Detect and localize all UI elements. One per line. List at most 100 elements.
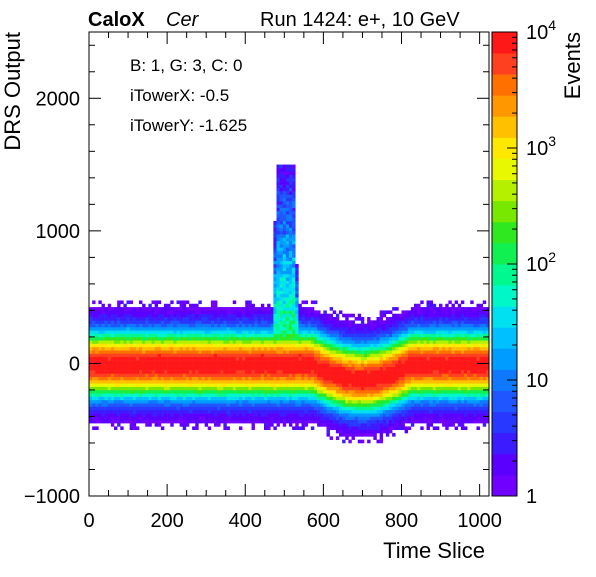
heatmap-cell xyxy=(92,426,95,430)
heatmap-cell xyxy=(273,267,276,271)
heatmap-cell xyxy=(205,347,208,351)
heatmap-cell xyxy=(433,380,436,384)
heatmap-cell xyxy=(383,334,386,338)
heatmap-cell xyxy=(311,367,314,371)
heatmap-cell xyxy=(111,413,114,417)
heatmap-cell xyxy=(214,400,217,404)
heatmap-cell xyxy=(95,387,98,391)
heatmap-cell xyxy=(452,360,455,364)
heatmap-cell xyxy=(302,397,305,401)
heatmap-cell xyxy=(405,390,408,394)
heatmap-cell xyxy=(336,357,339,361)
heatmap-cell xyxy=(155,413,158,417)
heatmap-cell xyxy=(202,373,205,377)
heatmap-cell xyxy=(483,310,486,314)
heatmap-cell xyxy=(464,390,467,394)
heatmap-cell xyxy=(280,400,283,404)
heatmap-cell xyxy=(392,373,395,377)
heatmap-cell xyxy=(114,426,117,430)
heatmap-cell xyxy=(473,373,476,377)
heatmap-cell xyxy=(183,387,186,391)
heatmap-cell xyxy=(305,300,308,304)
heatmap-cell xyxy=(314,300,317,304)
heatmap-cell xyxy=(152,347,155,351)
heatmap-cell xyxy=(273,347,276,351)
heatmap-cell xyxy=(117,330,120,334)
heatmap-cell xyxy=(230,373,233,377)
heatmap-cell xyxy=(117,317,120,321)
heatmap-cell xyxy=(214,423,217,427)
heatmap-cell xyxy=(323,344,326,348)
heatmap-cell xyxy=(180,307,183,311)
heatmap-cell xyxy=(367,350,370,354)
heatmap-cell xyxy=(439,317,442,321)
heatmap-cell xyxy=(258,390,261,394)
heatmap-cell xyxy=(295,407,298,411)
heatmap-cell xyxy=(239,314,242,318)
heatmap-cell xyxy=(436,317,439,321)
heatmap-cell xyxy=(483,420,486,424)
heatmap-cell xyxy=(214,410,217,414)
heatmap-cell xyxy=(145,393,148,397)
heatmap-cell xyxy=(327,390,330,394)
heatmap-cell xyxy=(158,344,161,348)
heatmap-cell xyxy=(211,337,214,341)
heatmap-cell xyxy=(280,231,283,235)
heatmap-cell xyxy=(186,357,189,361)
heatmap-cell xyxy=(280,370,283,374)
heatmap-cell xyxy=(355,426,358,430)
heatmap-cell xyxy=(323,387,326,391)
heatmap-cell xyxy=(430,310,433,314)
heatmap-cell xyxy=(298,390,301,394)
heatmap-cell xyxy=(333,353,336,357)
heatmap-cell xyxy=(383,377,386,381)
heatmap-cell xyxy=(405,350,408,354)
heatmap-cell xyxy=(314,377,317,381)
heatmap-cell xyxy=(305,407,308,411)
heatmap-cell xyxy=(89,363,92,367)
heatmap-cell xyxy=(311,300,314,304)
heatmap-cell xyxy=(436,370,439,374)
heatmap-cell xyxy=(336,426,339,430)
heatmap-cell xyxy=(92,324,95,328)
heatmap-cell xyxy=(370,403,373,407)
heatmap-cell xyxy=(286,281,289,285)
heatmap-cell xyxy=(433,360,436,364)
heatmap-cell xyxy=(298,370,301,374)
heatmap-cell xyxy=(273,370,276,374)
heatmap-cell xyxy=(464,400,467,404)
heatmap-cell xyxy=(298,400,301,404)
heatmap-cell xyxy=(411,400,414,404)
heatmap-cell xyxy=(267,350,270,354)
heatmap-cell xyxy=(436,324,439,328)
heatmap-cell xyxy=(430,304,433,308)
heatmap-cell xyxy=(233,373,236,377)
heatmap-cell xyxy=(230,370,233,374)
heatmap-cell xyxy=(120,347,123,351)
heatmap-cell xyxy=(308,380,311,384)
heatmap-cell xyxy=(186,307,189,311)
heatmap-cell xyxy=(155,416,158,420)
heatmap-cell xyxy=(358,340,361,344)
heatmap-cell xyxy=(277,380,280,384)
heatmap-cell xyxy=(186,347,189,351)
heatmap-cell xyxy=(433,344,436,348)
heatmap-cell xyxy=(177,344,180,348)
heatmap-cell xyxy=(280,304,283,308)
heatmap-cell xyxy=(445,310,448,314)
heatmap-cell xyxy=(439,357,442,361)
heatmap-cell xyxy=(267,320,270,324)
heatmap-cell xyxy=(255,324,258,328)
heatmap-cell xyxy=(220,307,223,311)
heatmap-cell xyxy=(252,413,255,417)
heatmap-cell xyxy=(383,430,386,434)
heatmap-cell xyxy=(170,397,173,401)
heatmap-cell xyxy=(427,350,430,354)
heatmap-cell xyxy=(148,377,151,381)
heatmap-cell xyxy=(245,420,248,424)
heatmap-cell xyxy=(373,334,376,338)
heatmap-cell xyxy=(133,314,136,318)
heatmap-cell xyxy=(480,370,483,374)
heatmap-cell xyxy=(270,360,273,364)
heatmap-cell xyxy=(473,317,476,321)
